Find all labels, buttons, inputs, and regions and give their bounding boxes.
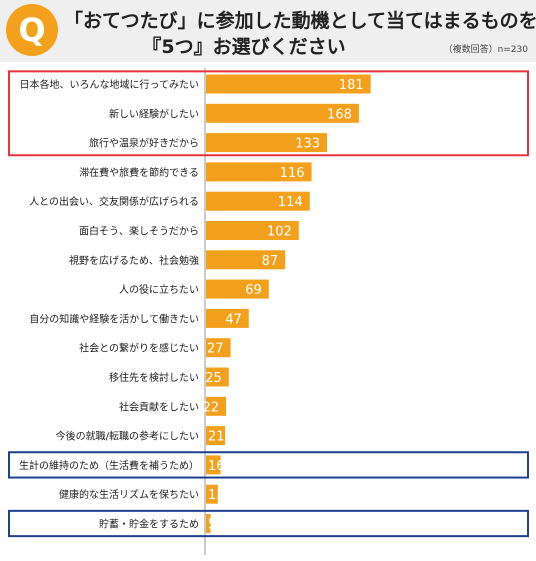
value-label-11: 22 [202,400,219,415]
value-label-12: 21 [208,430,225,445]
category-label-15: 貯蓄・貯金をするため [99,518,199,531]
highlight-frame-1 [8,451,529,479]
value-label-6: 87 [262,254,279,269]
category-label-8: 自分の知識や経験を活かして働きたい [29,312,199,325]
bar-11 [206,396,227,416]
value-label-3: 116 [280,166,305,181]
q-badge-icon: Q [6,4,58,56]
question-title-line1: 「おてつたび」に参加した動機として当てはまるものを [64,10,536,32]
value-label-4: 114 [278,195,303,210]
category-label-3: 滞在費や旅費を節約できる [79,166,199,179]
question-header: Q 「おてつたび」に参加した動機として当てはまるものを 『5つ』お選びください … [0,0,536,62]
value-label-15: 5 [208,518,216,533]
bar-8 [206,308,249,328]
value-label-9: 27 [207,342,224,357]
sample-note: （複数回答）n=230 [443,45,528,55]
category-label-9: 社会との繋がりを感じたい [79,342,199,355]
bar-13 [206,455,221,475]
value-label-1: 168 [327,107,352,122]
bar-0 [206,74,371,94]
bar-7 [206,279,269,299]
bar-10 [206,367,229,387]
bar-9 [206,338,231,358]
bar-chart: 日本各地、いろんな地域に行ってみたい 181 新しい経験がしたい 168 旅行や温泉が好… [8,68,529,555]
category-label-5: 面白そう、楽しそうだから [79,225,199,238]
category-label-7: 人の役に立ちたい [119,283,199,296]
category-label-12: 今後の就職/転職の参考にしたい [56,430,199,443]
category-label-11: 社会貢献をしたい [119,400,199,413]
category-label-14: 健康的な生活リズムを保ちたい [59,488,199,501]
question-title-line2: 『5つ』お選びください [142,36,346,58]
bar-6 [206,250,286,270]
bar-2 [206,133,328,153]
bar-5 [206,221,299,240]
bar-15 [206,514,211,533]
value-label-8: 47 [225,312,242,327]
bar-1 [206,103,359,123]
highlight-frame-2 [8,509,529,538]
bar-12 [206,426,226,446]
value-label-0: 181 [339,78,364,93]
value-label-10: 25 [205,371,222,386]
category-label-1: 新しい経験がしたい [109,107,199,120]
value-label-13: 16 [208,459,225,474]
value-label-5: 102 [267,225,292,240]
value-label-2: 133 [295,137,320,152]
bar-14 [206,484,218,504]
category-label-13: 生計の維持のため（生活費を補うため） [19,459,199,472]
category-label-6: 視野を広げるため、社会勉強 [69,254,199,267]
category-label-10: 移住先を検討したい [109,371,199,384]
value-label-7: 69 [245,283,262,298]
category-label-4: 人との出会い、交友関係が広げられる [29,195,199,208]
value-label-14: 13 [208,488,225,503]
highlight-frame-0 [8,70,529,157]
category-label-2: 旅行や温泉が好きだから [89,137,199,150]
bar-3 [206,162,312,182]
bar-4 [206,191,310,211]
category-label-0: 日本各地、いろんな地域に行ってみたい [20,78,200,91]
